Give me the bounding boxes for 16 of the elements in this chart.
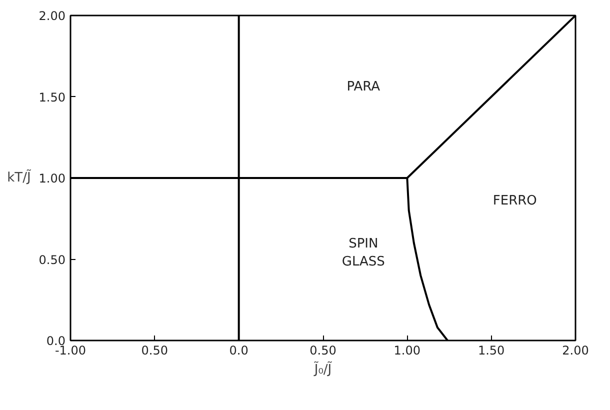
x-tick-label: 1.00 <box>394 344 421 358</box>
y-tick-label: 0.50 <box>38 252 66 267</box>
x-tick-label: -1.00 <box>54 344 86 358</box>
annotation: SPIN GLASS <box>342 236 385 270</box>
x-tick-label: 0.0 <box>229 344 248 358</box>
x-tick-label: 0.50 <box>141 344 168 358</box>
y-tick-label: 2.00 <box>38 9 66 23</box>
x-tick-label: 0.50 <box>310 344 336 358</box>
y-tick-label: 1.00 <box>38 172 66 186</box>
annotation: PARA <box>346 80 380 94</box>
x-tick-label: 2.00 <box>562 344 589 358</box>
annotation: FERRO <box>492 193 537 208</box>
x-axis-title: J̃₀/J̃ <box>313 361 332 378</box>
y-tick-label: 1.50 <box>38 90 66 104</box>
x-tick-label: 1.50 <box>478 344 505 358</box>
y-axis-title: kT/J̃ <box>7 169 32 186</box>
